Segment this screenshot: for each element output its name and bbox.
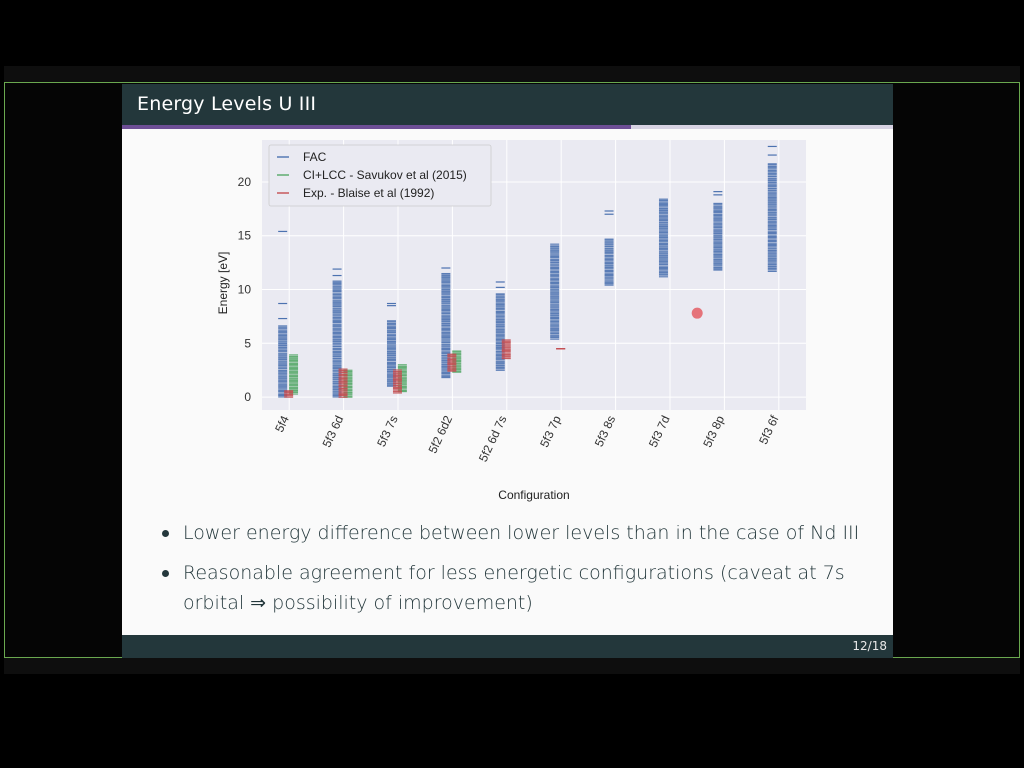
legend: FAC CI+LCC - Savukov et al (2015) Exp. - B… bbox=[268, 144, 492, 207]
x-tick-label: 5f3 7s bbox=[374, 413, 401, 449]
level-band bbox=[767, 145, 777, 272]
series-0 bbox=[278, 145, 777, 398]
bullet-list: Lower energy difference between lower le… bbox=[158, 518, 878, 628]
x-tick-label: 5f3 8s bbox=[592, 413, 619, 449]
level-band bbox=[289, 354, 299, 395]
x-tick-label: 5f3 7d bbox=[646, 413, 673, 449]
legend-label: Exp. - Blaise et al (1992) bbox=[303, 186, 434, 200]
page-number: 12/18 bbox=[852, 639, 887, 653]
level-band bbox=[550, 243, 560, 340]
bullet-dot-icon bbox=[162, 570, 169, 577]
level-band bbox=[604, 210, 614, 286]
level-band bbox=[338, 368, 348, 398]
legend-box bbox=[268, 144, 492, 207]
y-tick-label: 15 bbox=[238, 229, 252, 243]
slide-title: Energy Levels U III bbox=[137, 93, 317, 115]
slide-footer: 12/18 bbox=[122, 635, 893, 658]
video-bottom-band bbox=[4, 658, 1020, 674]
x-tick-label: 5f3 6f bbox=[756, 413, 782, 447]
bullet-item: Lower energy difference between lower le… bbox=[158, 518, 878, 548]
x-tick-label: 5f4 bbox=[272, 413, 292, 434]
x-tick-label: 5f2 6d 7s bbox=[476, 413, 510, 464]
bullet-dot-icon bbox=[162, 530, 169, 537]
level-band bbox=[343, 369, 353, 398]
level-band bbox=[284, 390, 294, 398]
progress-bar-fill bbox=[122, 125, 631, 129]
legend-label: CI+LCC - Savukov et al (2015) bbox=[303, 168, 467, 182]
legend-label: FAC bbox=[303, 150, 327, 164]
x-axis-label: Configuration bbox=[498, 488, 569, 502]
level-band bbox=[501, 339, 511, 360]
annotation-dot bbox=[691, 307, 703, 319]
y-axis-label: Energy [eV] bbox=[216, 252, 230, 315]
y-tick-label: 20 bbox=[238, 175, 252, 189]
bullet-text: Reasonable agreement for less energetic … bbox=[183, 562, 845, 614]
series-2 bbox=[284, 339, 566, 398]
slide-header: Energy Levels U III bbox=[122, 84, 893, 125]
x-tick-label: 5f3 6d bbox=[320, 413, 347, 449]
chart-svg: 0 5 10 15 20 5f4 5f3 6d 5f3 7s 5f2 6d2 5f2 6d 7s 5… bbox=[216, 140, 806, 502]
bullet-text: Lower energy difference between lower le… bbox=[183, 522, 860, 544]
bullet-item: Reasonable agreement for less energetic … bbox=[158, 558, 878, 618]
level-band bbox=[392, 369, 402, 394]
slide: Energy Levels U III 0 5 10 15 20 5f4 5f3 6d 5f3… bbox=[122, 84, 893, 658]
level-band bbox=[441, 267, 451, 379]
y-tick-label: 10 bbox=[238, 283, 252, 297]
level-band bbox=[713, 191, 723, 271]
x-tick-label: 5f2 6d2 bbox=[426, 413, 456, 455]
level-band bbox=[658, 198, 668, 278]
energy-levels-chart: 0 5 10 15 20 5f4 5f3 6d 5f3 7s 5f2 6d2 5f2 6d 7s 5… bbox=[211, 136, 811, 506]
x-tick-label: 5f3 8p bbox=[700, 413, 727, 449]
level-band bbox=[447, 353, 457, 372]
video-top-band bbox=[4, 66, 1020, 82]
x-tick-label: 5f3 7p bbox=[537, 413, 564, 449]
y-tick-label: 0 bbox=[244, 390, 251, 404]
y-tick-label: 5 bbox=[244, 336, 251, 350]
